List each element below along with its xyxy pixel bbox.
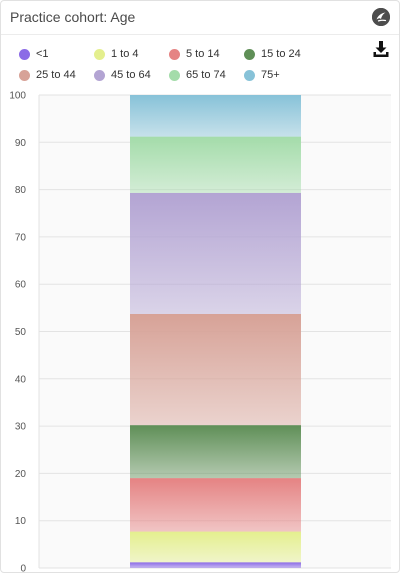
y-tick-label: 60 xyxy=(15,280,27,291)
y-tick-label: 70 xyxy=(15,232,27,243)
chart-legend: <1 1 to 4 5 to 14 15 to 24 25 to 44 xyxy=(19,47,359,89)
legend-item-5-to-14[interactable]: 5 to 14 xyxy=(169,47,244,61)
legend-label: 25 to 44 xyxy=(36,69,76,81)
legend-label: <1 xyxy=(36,48,49,60)
legend-swatch xyxy=(169,48,180,60)
legend-item-75-plus[interactable]: 75+ xyxy=(244,68,319,82)
app-logo-icon[interactable] xyxy=(372,8,390,26)
legend-item-under-1[interactable]: <1 xyxy=(19,47,94,61)
legend-swatch xyxy=(169,69,180,81)
legend-item-15-to-24[interactable]: 15 to 24 xyxy=(244,47,319,61)
legend-swatch xyxy=(94,69,105,81)
legend-swatch xyxy=(19,69,30,81)
bar-segment xyxy=(130,95,301,137)
legend-swatch xyxy=(94,48,105,60)
y-tick-label: 20 xyxy=(15,469,27,480)
legend-label: 5 to 14 xyxy=(186,48,220,60)
bar-segment xyxy=(130,192,301,314)
legend-label: 75+ xyxy=(261,69,280,81)
y-tick-label: 50 xyxy=(15,327,27,338)
legend-label: 45 to 64 xyxy=(111,69,151,81)
legend-swatch xyxy=(19,48,30,60)
legend-item-65-to-74[interactable]: 65 to 74 xyxy=(169,68,244,82)
legend-item-25-to-44[interactable]: 25 to 44 xyxy=(19,68,94,82)
card-header: Practice cohort: Age xyxy=(1,1,399,35)
legend-swatch xyxy=(244,48,255,60)
page-title: Practice cohort: Age xyxy=(10,9,136,25)
legend-row: <1 1 to 4 5 to 14 15 to 24 xyxy=(19,47,359,61)
y-tick-label: 30 xyxy=(15,422,27,433)
stacked-bar-chart: 0 10 20 30 40 50 60 70 80 90 100 xyxy=(1,85,399,573)
bar-segment xyxy=(130,478,301,532)
bar-segment xyxy=(130,136,301,193)
bar-segment xyxy=(130,425,301,479)
legend-swatch xyxy=(244,69,255,81)
legend-label: 15 to 24 xyxy=(261,48,301,60)
bar-segment xyxy=(130,562,301,568)
legend-item-1-to-4[interactable]: 1 to 4 xyxy=(94,47,169,61)
y-tick-label: 80 xyxy=(15,185,27,196)
y-tick-label: 40 xyxy=(15,374,27,385)
y-tick-label: 100 xyxy=(9,91,26,102)
y-tick-label: 0 xyxy=(20,564,26,573)
bar-segment xyxy=(130,313,301,426)
legend-label: 1 to 4 xyxy=(111,48,139,60)
y-tick-label: 90 xyxy=(15,138,27,149)
legend-item-45-to-64[interactable]: 45 to 64 xyxy=(94,68,169,82)
download-icon[interactable] xyxy=(373,41,389,58)
chart-svg: 0 10 20 30 40 50 60 70 80 90 100 xyxy=(9,91,391,573)
bar-segment xyxy=(130,531,301,563)
legend-label: 65 to 74 xyxy=(186,69,226,81)
legend-row: 25 to 44 45 to 64 65 to 74 75+ xyxy=(19,68,359,82)
y-tick-label: 10 xyxy=(15,516,27,527)
